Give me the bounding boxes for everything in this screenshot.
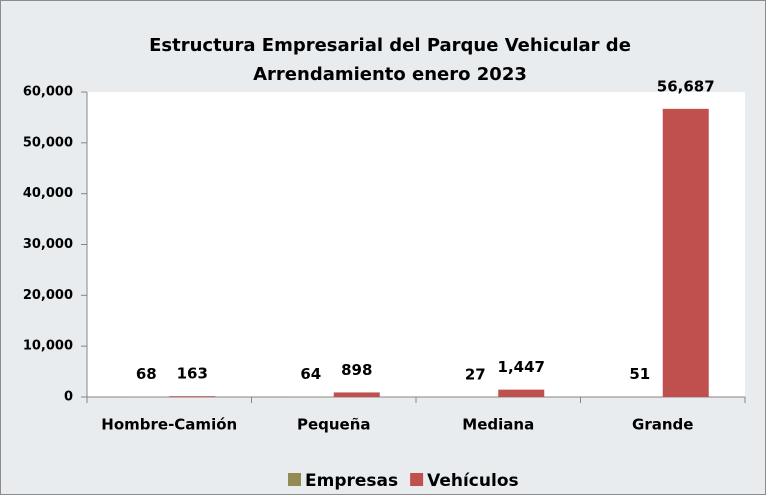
bar: [662, 108, 709, 398]
data-label: 163: [177, 365, 208, 383]
x-tick-label: Grande: [632, 416, 693, 434]
chart-title: Estructura Empresarial del Parque Vehicu…: [149, 35, 631, 56]
legend-label: Empresas: [305, 471, 398, 491]
bar: [169, 396, 216, 397]
y-tick-label: 0: [64, 390, 73, 405]
plot-area: [87, 92, 745, 397]
y-tick-label: 40,000: [23, 186, 73, 201]
data-label: 68: [136, 365, 157, 383]
legend-label: Vehículos: [427, 471, 519, 491]
y-tick-label: 20,000: [23, 288, 73, 303]
data-label: 51: [629, 365, 650, 383]
bar: [498, 389, 545, 397]
bar: [333, 392, 380, 397]
x-tick-label: Mediana: [462, 416, 534, 434]
legend-swatch: [288, 473, 301, 486]
y-tick-label: 30,000: [23, 237, 73, 252]
y-tick-label: 50,000: [23, 135, 73, 150]
x-tick-label: Pequeña: [297, 416, 371, 434]
data-label: 1,447: [498, 358, 545, 376]
chart-title: Arrendamiento enero 2023: [253, 64, 527, 85]
y-tick-label: 10,000: [23, 339, 73, 354]
legend-swatch: [410, 473, 424, 486]
y-tick-label: 60,000: [23, 85, 73, 100]
data-label: 64: [300, 365, 321, 383]
data-label: 56,687: [657, 77, 715, 95]
x-tick-label: Hombre-Camión: [101, 416, 237, 434]
data-label: 898: [341, 361, 372, 379]
data-label: 27: [465, 365, 486, 383]
